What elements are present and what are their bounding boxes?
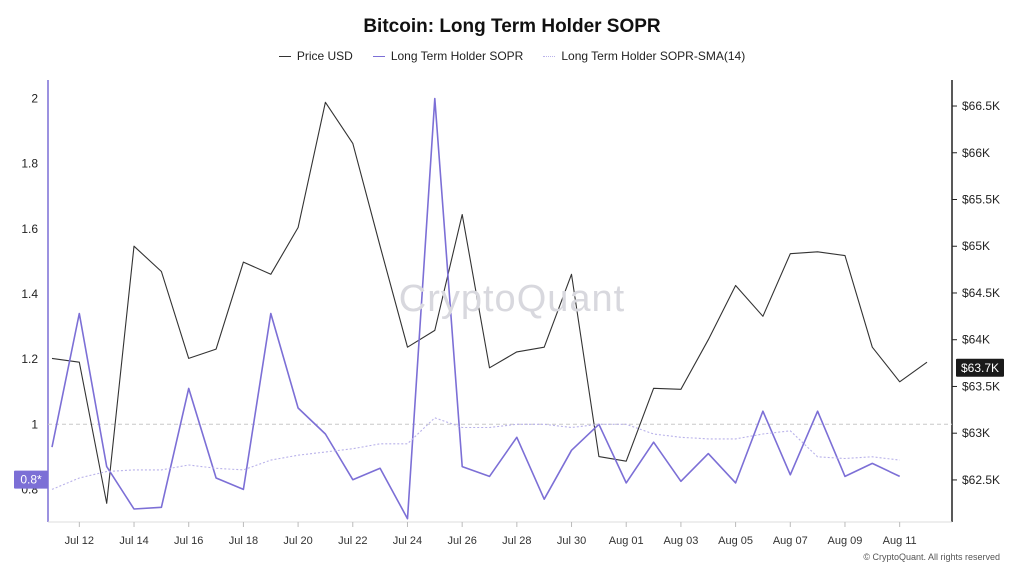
- x-tick-label: Aug 11: [883, 535, 917, 547]
- x-tick-label: Aug 09: [828, 535, 863, 547]
- x-tick-label: Jul 22: [338, 535, 367, 547]
- x-tick-label: Aug 03: [663, 535, 698, 547]
- legend-swatch-sopr: [372, 55, 385, 57]
- x-tick-label: Jul 24: [393, 535, 422, 547]
- left-tick-label: 1.4: [21, 287, 38, 301]
- right-tick-label: $63.5K: [962, 379, 1000, 393]
- left-marker-badge: [14, 470, 48, 489]
- legend-item-sma[interactable]: Long Term Holder SOPR-SMA(14): [543, 49, 745, 63]
- legend-item-price[interactable]: Price USD: [278, 49, 353, 63]
- series-line-sma: [51, 417, 900, 490]
- right-tick-label: $63K: [962, 426, 990, 440]
- right-tick-label: $66.5K: [962, 99, 1000, 113]
- x-tick-label: Aug 01: [609, 535, 644, 547]
- right-tick-label: $65.5K: [962, 193, 1000, 207]
- legend-item-sopr[interactable]: Long Term Holder SOPR: [372, 49, 524, 63]
- right-tick-label: $64K: [962, 333, 990, 347]
- x-tick-label: Jul 18: [229, 535, 258, 547]
- x-tick-label: Aug 05: [718, 535, 753, 547]
- left-tick-label: 2: [31, 92, 38, 106]
- series-line-sopr: [51, 97, 901, 520]
- left-tick-label: 1.2: [21, 352, 38, 366]
- legend-swatch-price: [278, 55, 291, 57]
- left-tick-label: 1.6: [21, 222, 38, 236]
- x-tick-label: Jul 28: [502, 535, 531, 547]
- legend-label-sopr: Long Term Holder SOPR: [390, 49, 524, 63]
- series-line-price: [51, 101, 928, 504]
- left-tick-label: 1.8: [21, 157, 38, 171]
- x-tick-label: Jul 20: [283, 535, 312, 547]
- x-tick-label: Aug 07: [773, 535, 808, 547]
- legend: Price USD Long Term Holder SOPR Long Ter…: [0, 49, 1024, 63]
- right-marker-badge: [956, 358, 1004, 377]
- copyright-footer: © CryptoQuant. All rights reserved: [863, 552, 1000, 562]
- right-tick-label: $64.5K: [962, 286, 1000, 300]
- right-marker-label: $63.7K: [961, 361, 999, 375]
- right-tick-label: $66K: [962, 146, 990, 160]
- x-tick-label: Jul 12: [65, 535, 94, 547]
- right-tick-label: $65K: [962, 239, 990, 253]
- x-tick-label: Jul 16: [174, 535, 203, 547]
- legend-swatch-sma: [543, 55, 556, 57]
- x-tick-label: Jul 30: [557, 535, 586, 547]
- left-marker-label: 0.8*: [20, 473, 42, 487]
- left-tick-label: 1: [31, 417, 38, 431]
- x-tick-label: Jul 14: [119, 535, 148, 547]
- legend-label-price: Price USD: [296, 49, 353, 63]
- x-tick-label: Jul 26: [447, 535, 476, 547]
- legend-label-sma: Long Term Holder SOPR-SMA(14): [561, 49, 746, 63]
- right-tick-label: $62.5K: [962, 473, 1000, 487]
- chart-title: Bitcoin: Long Term Holder SOPR: [363, 16, 661, 37]
